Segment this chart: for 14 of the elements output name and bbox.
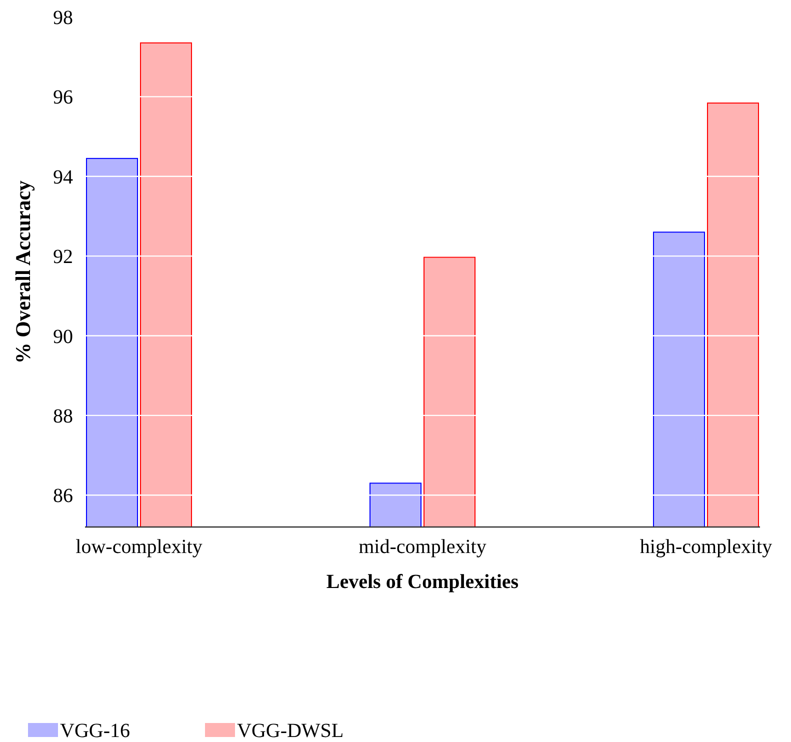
x-tick-label: high-complexity bbox=[640, 536, 772, 558]
y-tick-label: 90 bbox=[53, 326, 73, 348]
x-axis-title: Levels of Complexities bbox=[326, 571, 519, 593]
legend-label: VGG-DWSL bbox=[237, 720, 344, 742]
x-tick-label: mid-complexity bbox=[358, 536, 486, 558]
y-tick-label: 88 bbox=[53, 405, 73, 428]
y-tick-label: 86 bbox=[53, 485, 73, 508]
y-tick-label: 94 bbox=[53, 166, 73, 188]
x-tick-label: low-complexity bbox=[76, 536, 202, 558]
y-tick-label: 92 bbox=[53, 246, 73, 268]
y-tick-label: 96 bbox=[53, 86, 73, 109]
y-axis-title: % Overall Accuracy bbox=[11, 180, 35, 364]
y-tick-label: 98 bbox=[53, 7, 73, 29]
legend-label: VGG-16 bbox=[60, 720, 130, 742]
